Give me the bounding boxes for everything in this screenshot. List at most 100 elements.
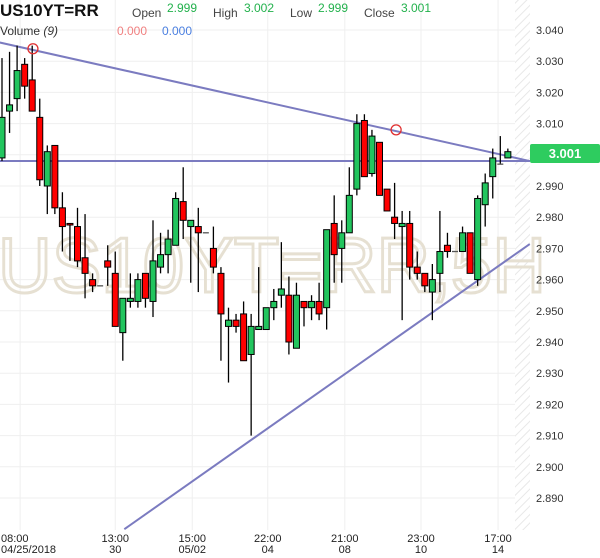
candle-body xyxy=(111,272,119,327)
candle xyxy=(376,141,383,196)
candle-body xyxy=(300,300,308,309)
candle-body xyxy=(489,157,497,178)
y-tick-label: 3.020 xyxy=(536,87,564,99)
candle xyxy=(66,222,74,261)
candle-body xyxy=(179,201,187,221)
candle-body xyxy=(428,279,436,293)
candle-body xyxy=(21,63,29,87)
y-tick-label: 2.940 xyxy=(536,337,564,349)
candle xyxy=(459,226,467,253)
candle-body xyxy=(421,272,429,287)
x-tick-time: 08:00 xyxy=(1,533,29,545)
future-zone xyxy=(515,0,530,530)
candle-body xyxy=(13,70,21,100)
candle-body xyxy=(466,232,474,274)
candle-body xyxy=(345,194,353,234)
candle xyxy=(111,251,119,327)
candle-body xyxy=(504,151,512,159)
x-tick-date: 05/02 xyxy=(178,544,206,556)
y-tick-label: 3.010 xyxy=(536,119,564,131)
candle-body xyxy=(232,319,240,327)
symbol-title: US10YT=RR xyxy=(0,1,99,20)
y-tick-label: 3.030 xyxy=(536,56,564,68)
candle xyxy=(436,210,444,293)
candle xyxy=(28,45,36,112)
open-value: 2.999 xyxy=(167,1,198,15)
open-label: Open xyxy=(132,6,162,20)
candle xyxy=(36,98,44,186)
candle xyxy=(179,167,187,240)
candle-body xyxy=(119,297,127,334)
candle-body xyxy=(262,307,270,331)
x-tick-time: 22:00 xyxy=(254,533,282,545)
candle xyxy=(172,192,180,246)
candle xyxy=(368,129,376,177)
candle xyxy=(391,182,399,240)
candle xyxy=(149,220,157,318)
x-tick-date: 04/25/2018 xyxy=(1,544,56,556)
candle-body xyxy=(277,288,285,296)
candle-body xyxy=(217,272,225,315)
y-tick-label: 2.970 xyxy=(536,243,564,255)
candle-body xyxy=(270,300,278,309)
candle-body xyxy=(74,226,81,262)
candle xyxy=(315,282,323,321)
candle xyxy=(157,232,165,274)
x-tick-time: 15:00 xyxy=(178,533,206,545)
candle xyxy=(58,192,66,252)
x-tick-date: 30 xyxy=(109,544,121,556)
candle xyxy=(421,272,429,293)
candle-body xyxy=(406,222,414,268)
candle-body xyxy=(81,257,89,274)
candle-body xyxy=(194,226,202,234)
candle-body xyxy=(285,294,293,343)
candle-body xyxy=(36,116,44,181)
candle-body xyxy=(383,188,391,212)
candle-body xyxy=(481,182,489,206)
high-value: 3.002 xyxy=(244,1,275,15)
candle xyxy=(81,214,89,299)
candle-body xyxy=(255,325,263,331)
candle xyxy=(74,207,81,268)
candle-body xyxy=(353,123,361,190)
candle xyxy=(504,148,512,159)
candle-body xyxy=(398,222,406,228)
x-tick-date: 10 xyxy=(415,544,427,556)
trendline-anchor-marker xyxy=(390,124,402,136)
candle-body xyxy=(6,104,14,112)
x-tick-time: 17:00 xyxy=(484,533,512,545)
candle xyxy=(6,51,14,133)
header: US10YT=RR Open 2.999 High 3.002 Low 2.99… xyxy=(0,0,600,45)
y-tick-label: 2.920 xyxy=(536,399,564,411)
candle xyxy=(255,267,263,331)
candle-body xyxy=(474,197,482,281)
candle xyxy=(345,167,353,234)
volume-value-2: 0.000 xyxy=(162,24,193,38)
ascending-trendline xyxy=(123,243,531,531)
candle-body xyxy=(134,279,142,302)
candle xyxy=(406,210,414,280)
y-tick-label: 2.930 xyxy=(536,368,564,380)
high-label: High xyxy=(213,6,238,20)
y-tick-label: 2.980 xyxy=(536,212,564,224)
candle-body xyxy=(225,319,232,327)
candle-body xyxy=(172,197,180,246)
candle xyxy=(21,58,29,99)
candle-body xyxy=(413,266,421,274)
candle xyxy=(466,232,474,274)
candle xyxy=(428,264,436,321)
y-tick-label: 2.990 xyxy=(536,181,564,193)
candle xyxy=(232,313,240,333)
candle xyxy=(104,245,112,286)
last-price-label: 3.001 xyxy=(530,144,600,163)
candle xyxy=(270,288,278,321)
x-tick-time: 21:00 xyxy=(331,533,359,545)
candle xyxy=(247,313,255,436)
candle-body xyxy=(308,300,316,309)
x-tick-time: 23:00 xyxy=(407,533,435,545)
candle xyxy=(308,295,316,321)
close-value: 3.001 xyxy=(401,1,432,15)
candle-body xyxy=(436,251,444,274)
